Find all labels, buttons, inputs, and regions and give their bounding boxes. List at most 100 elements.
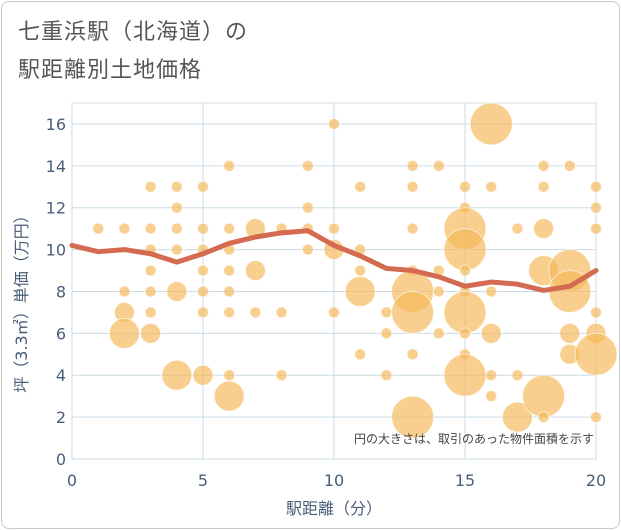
- bubble-point: [537, 159, 550, 172]
- chart-title-line-1: 七重浜駅（北海道）の: [18, 20, 249, 45]
- bubble-point: [590, 306, 602, 319]
- bubble-point: [197, 285, 209, 298]
- x-tick-label: 15: [455, 471, 475, 490]
- bubble-point: [328, 306, 340, 319]
- y-tick-label: 6: [56, 324, 66, 343]
- bubble-point: [223, 264, 236, 277]
- x-tick-label: 0: [67, 471, 77, 490]
- bubble-point: [213, 380, 245, 412]
- bubble-point: [469, 102, 513, 146]
- bubble-point: [406, 348, 419, 361]
- bubble-point: [275, 369, 288, 382]
- bubble-point: [380, 327, 393, 340]
- bubble-point: [485, 390, 498, 403]
- bubble-point: [223, 285, 236, 298]
- bubble-point: [590, 180, 602, 193]
- bubble-point: [590, 201, 602, 214]
- bubble-point: [537, 180, 550, 193]
- bubble-point: [459, 264, 471, 277]
- bubble-point: [590, 411, 602, 424]
- bubble-point: [144, 180, 157, 193]
- bubble-point: [197, 306, 209, 319]
- bubble-point: [522, 374, 566, 418]
- trend-layer: [69, 228, 599, 293]
- y-tick-label: 8: [56, 282, 66, 301]
- bubble-point: [301, 159, 314, 172]
- bubble-point: [166, 280, 188, 302]
- bubble-point: [485, 180, 498, 193]
- bubble-point: [406, 222, 419, 235]
- y-axis-label: 坪（3.3㎡）単価（万円）: [12, 207, 31, 392]
- bubble-point: [301, 243, 314, 256]
- average-price-line: [69, 228, 599, 293]
- bubble-point: [170, 180, 183, 193]
- bubble-point: [223, 222, 236, 235]
- y-tick-label: 0: [56, 450, 66, 469]
- bubble-point: [406, 159, 419, 172]
- bubble-point: [328, 117, 340, 130]
- bubble-point: [511, 369, 524, 382]
- chart-title-line-2: 駅距離別土地価格: [18, 58, 203, 83]
- bubble-point: [249, 306, 262, 319]
- bubble-point: [533, 218, 555, 240]
- bubble-point: [391, 395, 435, 439]
- bubble-point: [301, 201, 314, 214]
- bubble-point: [432, 327, 445, 340]
- y-tick-label: 12: [46, 199, 66, 218]
- bubble-point: [443, 290, 487, 334]
- bubble-point: [354, 180, 367, 193]
- y-tick-labels: 0 2 4 6 8 10 12 14 16: [46, 115, 66, 469]
- bubble-point: [574, 332, 618, 376]
- bubble-point: [328, 222, 340, 235]
- bubble-point: [511, 222, 524, 235]
- x-axis-label: 駅距離（分）: [286, 499, 382, 518]
- y-tick-label: 2: [56, 408, 66, 427]
- bubble-point: [140, 322, 162, 344]
- bubble-point: [432, 285, 445, 298]
- bubble-point: [144, 264, 157, 277]
- bubble-point: [192, 364, 214, 386]
- bubble-point: [170, 243, 183, 256]
- bubble-point: [537, 411, 550, 424]
- bubble-point: [144, 222, 157, 235]
- y-tick-label: 14: [46, 157, 66, 176]
- bubble-point: [354, 348, 367, 361]
- bubble-point: [459, 180, 471, 193]
- bubble-point: [223, 369, 236, 382]
- bubble-size-note: 円の大きさは、取引のあった物件面積を示す: [354, 431, 594, 446]
- bubble-point: [501, 401, 533, 433]
- bubble-point: [144, 285, 157, 298]
- bubble-point: [170, 201, 183, 214]
- y-tick-label: 10: [46, 241, 66, 260]
- bubble-point: [223, 159, 236, 172]
- bubble-point: [197, 264, 209, 277]
- bubble-point: [480, 322, 502, 344]
- bubble-point: [590, 222, 602, 235]
- bubble-point: [380, 306, 393, 319]
- x-tick-label: 10: [324, 471, 344, 490]
- bubble-point: [380, 369, 393, 382]
- x-tick-labels: 0 5 10 15 20: [67, 471, 606, 490]
- bubble-point: [485, 285, 498, 298]
- bubble-point: [170, 222, 183, 235]
- bubble-point: [459, 327, 471, 340]
- bubble-point: [432, 159, 445, 172]
- bubble-point: [118, 222, 131, 235]
- bubble-point: [197, 180, 209, 193]
- bubble-point: [244, 260, 266, 282]
- bubble-point: [144, 306, 157, 319]
- bubble-point: [443, 353, 487, 397]
- bubble-point: [485, 369, 498, 382]
- bubble-point: [406, 180, 419, 193]
- bubble-point: [92, 222, 105, 235]
- bubble-point: [344, 275, 376, 307]
- bubble-point: [275, 306, 288, 319]
- bubble-point: [223, 306, 236, 319]
- bubble-point: [559, 322, 581, 344]
- y-tick-label: 16: [46, 115, 66, 134]
- bubble-point: [563, 159, 576, 172]
- bubble-point: [391, 290, 435, 334]
- bubble-point: [118, 285, 131, 298]
- bubble-point: [197, 222, 209, 235]
